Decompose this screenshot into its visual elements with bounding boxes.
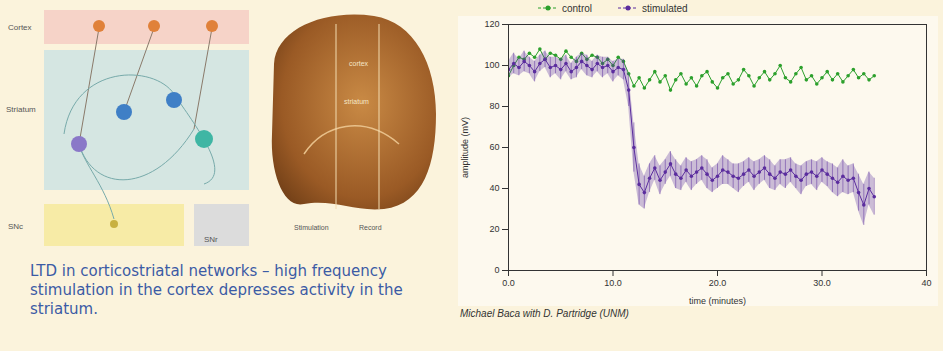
svg-text:40: 40 — [489, 183, 499, 193]
html-text:stimulated: stimulated — [642, 2, 688, 14]
svg-text:20.0: 20.0 — [709, 278, 727, 288]
svg-text:Stimulation: Stimulation — [294, 224, 329, 231]
svg-text:0: 0 — [494, 265, 499, 275]
svg-text:amplitude (mV): amplitude (mV) — [460, 117, 470, 178]
svg-text:10.0: 10.0 — [604, 278, 622, 288]
svg-text:striatum: striatum — [344, 98, 369, 105]
svg-text:120: 120 — [484, 19, 499, 29]
svg-text:cortex: cortex — [349, 60, 369, 67]
svg-text:Striatum: Striatum — [6, 105, 36, 114]
svg-text:Record: Record — [359, 224, 382, 231]
svg-text:30.0: 30.0 — [813, 278, 831, 288]
html-text:control: control — [562, 2, 592, 14]
html-text:Michael Baca with D. Partridge: Michael Baca with D. Partridge (UNM) — [460, 308, 629, 319]
html-text:LTD in corticostriatal network: LTD in corticostriatal networks – high f… — [30, 262, 403, 318]
svg-text:20: 20 — [489, 224, 499, 234]
svg-text:Cortex: Cortex — [8, 23, 32, 32]
svg-text:SNc: SNc — [8, 222, 23, 231]
svg-text:80: 80 — [489, 101, 499, 111]
svg-text:SNr: SNr — [204, 235, 218, 244]
svg-text:100: 100 — [484, 60, 499, 70]
svg-text:0.0: 0.0 — [502, 278, 515, 288]
svg-text:40: 40 — [921, 278, 931, 288]
svg-text:time (minutes): time (minutes) — [689, 296, 746, 306]
svg-text:60: 60 — [489, 142, 499, 152]
